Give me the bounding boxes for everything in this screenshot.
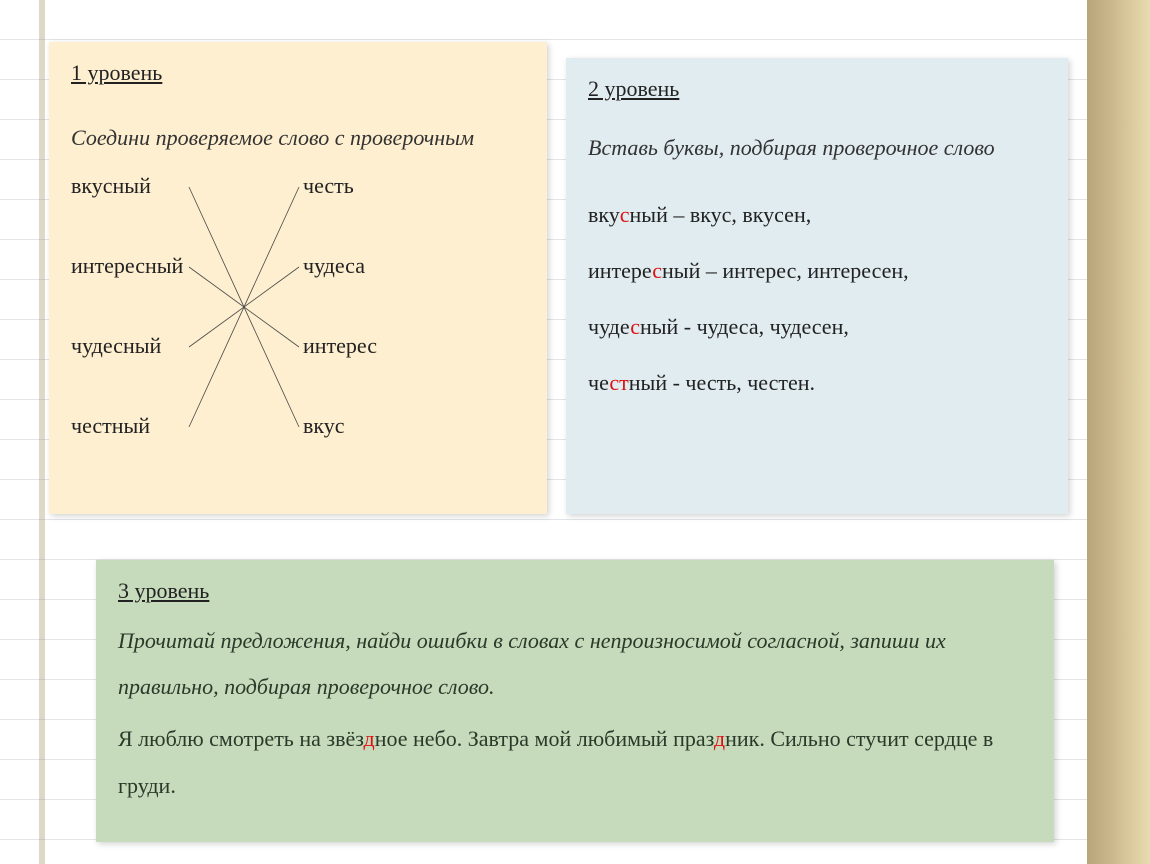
panel-level-1: 1 уровень Соедини проверяемое слово с пр… xyxy=(49,42,547,514)
level-2-item: честный - честь, честен. xyxy=(588,355,1046,411)
level-1-word-grid: вкусный интересный чудесный честный чест… xyxy=(71,173,525,473)
item-pre: че xyxy=(588,370,609,395)
word-left-1: интересный xyxy=(71,253,183,279)
item-pre: интере xyxy=(588,258,652,283)
level-1-title: 1 уровень xyxy=(71,60,525,86)
word-left-2: чудесный xyxy=(71,333,161,359)
level-3-title: 3 уровень xyxy=(118,578,1032,604)
level-2-items: вкусный – вкус, вкусен,интересный – инте… xyxy=(588,187,1046,411)
level-3-instruction: Прочитай предложения, найди ошибки в сло… xyxy=(118,618,1032,710)
item-highlight: с xyxy=(630,314,640,339)
right-edge-band xyxy=(1087,0,1150,864)
sentence-part: Я люблю смотреть на звёз xyxy=(118,726,364,751)
word-right-2: интерес xyxy=(303,333,377,359)
level-2-item: чудесный - чудеса, чудесен, xyxy=(588,299,1046,355)
item-post: ный – вкус, вкусен, xyxy=(630,202,812,227)
word-right-0: честь xyxy=(303,173,354,199)
item-pre: чуде xyxy=(588,314,630,339)
item-pre: вку xyxy=(588,202,620,227)
level-3-sentence: Я люблю смотреть на звёздное небо. Завтр… xyxy=(118,716,1032,808)
item-post: ный - честь, честен. xyxy=(629,370,815,395)
level-2-item: интересный – интерес, интересен, xyxy=(588,243,1046,299)
panel-level-3: 3 уровень Прочитай предложения, найди ош… xyxy=(96,560,1054,842)
sentence-highlight: д xyxy=(714,726,725,751)
item-post: ный – интерес, интересен, xyxy=(662,258,909,283)
level-2-instruction: Вставь буквы, подбирая проверочное слово xyxy=(588,130,1046,165)
level-2-title: 2 уровень xyxy=(588,76,1046,102)
panel-level-2: 2 уровень Вставь буквы, подбирая проверо… xyxy=(566,58,1068,514)
item-highlight: с xyxy=(620,202,630,227)
item-highlight: с xyxy=(652,258,662,283)
item-highlight: ст xyxy=(609,370,628,395)
word-right-1: чудеса xyxy=(303,253,365,279)
word-left-3: честный xyxy=(71,413,150,439)
level-2-item: вкусный – вкус, вкусен, xyxy=(588,187,1046,243)
sentence-highlight: д xyxy=(364,726,375,751)
item-post: ный - чудеса, чудесен, xyxy=(640,314,849,339)
sentence-part: ное небо. Завтра мой любимый праз xyxy=(375,726,714,751)
word-left-0: вкусный xyxy=(71,173,151,199)
level-1-instruction: Соедини проверяемое слово с проверочным xyxy=(71,120,525,155)
word-right-3: вкус xyxy=(303,413,345,439)
